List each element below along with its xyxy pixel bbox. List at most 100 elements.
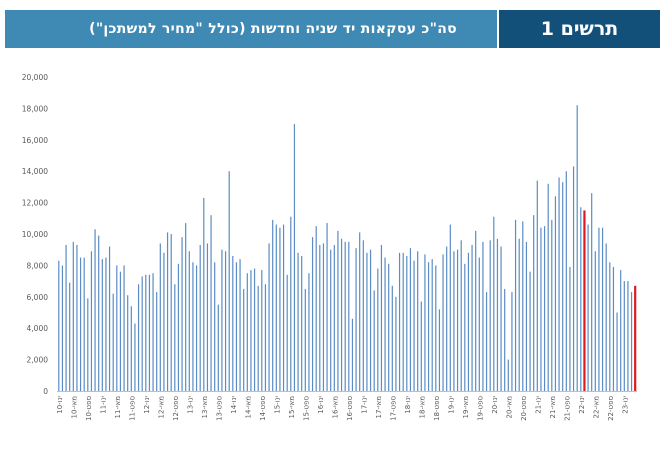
bar <box>554 196 557 391</box>
bar <box>351 318 354 391</box>
bar <box>192 262 194 391</box>
bar <box>442 254 444 391</box>
bar <box>83 257 85 391</box>
bar <box>612 266 615 391</box>
x-tick-label: ינו-21 <box>534 396 542 414</box>
bar <box>471 244 473 391</box>
bar <box>337 230 339 391</box>
bar <box>282 224 285 391</box>
bar <box>558 177 560 391</box>
bar <box>301 255 303 391</box>
x-tick-label: ספט-22 <box>607 396 615 421</box>
bar <box>438 309 441 391</box>
bar <box>413 260 415 391</box>
x-tick-label: מאי-16 <box>331 396 339 419</box>
bar <box>525 241 528 391</box>
bar <box>464 263 466 391</box>
bar <box>148 274 151 391</box>
bar <box>435 265 437 391</box>
x-tick-label: ינו-10 <box>56 396 64 414</box>
bar <box>98 235 100 391</box>
bar <box>65 244 67 391</box>
bar <box>61 265 64 391</box>
bar <box>228 171 230 391</box>
bar <box>79 257 82 391</box>
bar <box>522 221 524 391</box>
bar <box>475 230 477 391</box>
x-tick-label: מאי-11 <box>114 396 122 419</box>
bar <box>119 271 122 391</box>
y-tick-label: 8,000 <box>27 261 49 270</box>
bar <box>529 271 531 391</box>
bar <box>286 274 288 391</box>
bar <box>562 182 564 391</box>
bar <box>467 252 470 391</box>
x-tick-label: מאי-18 <box>418 396 426 419</box>
bar <box>402 252 404 391</box>
bar <box>250 270 252 391</box>
y-tick-label: 12,000 <box>22 199 48 208</box>
bar <box>101 259 103 391</box>
bar <box>177 263 180 391</box>
x-tick-label: מאי-20 <box>505 396 513 419</box>
bar <box>420 301 422 391</box>
bar <box>221 249 223 391</box>
chart-number-tag: תרשים 1 <box>499 10 660 48</box>
bar <box>195 265 198 391</box>
bar <box>572 166 575 391</box>
bar <box>152 273 154 391</box>
bar <box>395 296 397 391</box>
bar <box>156 292 158 391</box>
bar <box>243 288 245 391</box>
bar <box>340 238 343 391</box>
bar <box>224 251 227 391</box>
x-tick-label: ינו-17 <box>360 396 368 414</box>
bar <box>134 323 136 391</box>
bar <box>326 223 328 391</box>
bar <box>627 281 629 391</box>
bar <box>116 265 118 391</box>
bar <box>214 262 216 391</box>
y-tick-label: 20,000 <box>22 73 48 82</box>
bar <box>359 232 361 391</box>
bar <box>330 249 332 391</box>
bar <box>446 246 448 391</box>
bar <box>580 207 582 391</box>
bar <box>348 241 350 391</box>
bar <box>137 284 140 391</box>
bar <box>141 276 143 391</box>
x-tick-label: ספט-18 <box>433 396 441 421</box>
bar <box>366 252 368 391</box>
bar <box>112 293 114 391</box>
x-tick-label: ינו-13 <box>186 396 194 414</box>
y-tick-label: 6,000 <box>27 293 49 302</box>
bar <box>203 197 205 391</box>
bar <box>504 288 506 391</box>
bar <box>210 215 212 391</box>
bar <box>576 105 578 391</box>
x-tick-label: ספט-20 <box>520 396 528 421</box>
highlight-bar <box>634 285 637 391</box>
bar <box>591 193 593 391</box>
x-tick-label: ספט-11 <box>128 396 136 421</box>
y-tick-label: 10,000 <box>22 230 48 239</box>
x-tick-label: ינו-14 <box>230 396 238 414</box>
bar <box>493 216 495 391</box>
highlight-bar <box>583 210 586 391</box>
bar <box>311 237 314 391</box>
bar <box>601 227 604 391</box>
bar <box>181 237 183 391</box>
x-tick-label: מאי-22 <box>592 396 600 419</box>
x-tick-label: מאי-12 <box>157 396 165 419</box>
bar <box>232 255 234 391</box>
bar <box>264 284 267 391</box>
x-tick-label: ספט-14 <box>259 396 267 421</box>
x-tick-label: ספט-12 <box>172 396 180 421</box>
y-tick-label: 2,000 <box>27 356 49 365</box>
bar <box>630 292 633 391</box>
bar <box>609 262 611 391</box>
bar <box>304 288 306 391</box>
bar <box>485 292 488 391</box>
bar <box>333 244 335 391</box>
bar <box>391 285 393 391</box>
